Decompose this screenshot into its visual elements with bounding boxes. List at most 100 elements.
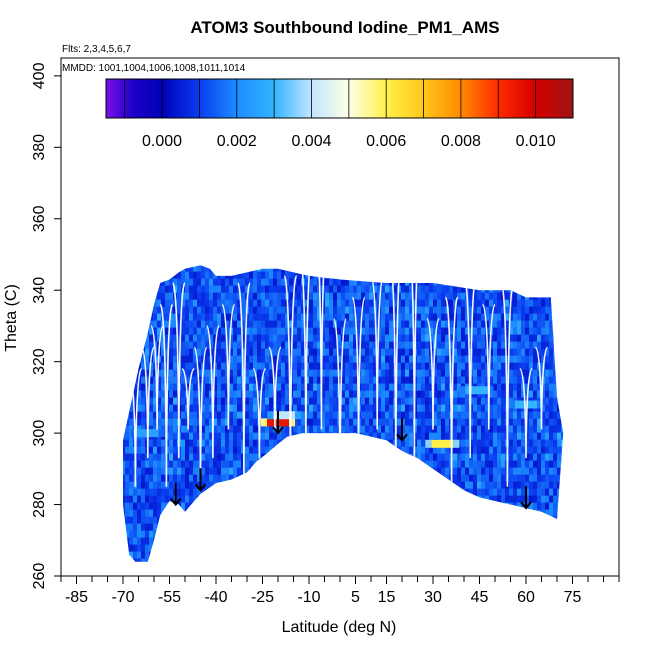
heatmap-cell — [141, 341, 146, 350]
heatmap-cell — [457, 327, 462, 336]
heatmap-cell — [309, 411, 314, 420]
heatmap-cell — [81, 496, 86, 504]
heatmap-cell — [461, 439, 466, 448]
heatmap-cell — [249, 285, 254, 294]
heatmap-cell — [117, 356, 122, 364]
heatmap-cell — [93, 377, 98, 385]
heatmap-cell — [325, 278, 330, 287]
heatmap-cell — [409, 376, 414, 385]
heatmap-cell — [241, 271, 246, 280]
heatmap-cell — [345, 306, 350, 315]
heatmap-cell — [153, 516, 158, 525]
heatmap-cell — [365, 418, 370, 427]
heatmap-cell — [213, 481, 218, 490]
heatmap-cell — [89, 391, 94, 399]
heatmap-cell — [189, 383, 194, 392]
heatmap-cell — [441, 258, 446, 266]
heatmap-cell — [209, 439, 214, 448]
heatmap-cell — [153, 265, 158, 273]
heatmap-cell — [401, 397, 406, 406]
heatmap-cell — [317, 251, 322, 259]
heatmap-cell — [421, 376, 426, 385]
heatmap-cell — [225, 467, 230, 476]
heatmap-cell — [145, 251, 150, 259]
heatmap-cell — [197, 278, 202, 287]
heatmap-cell — [165, 551, 170, 560]
heatmap-cell — [345, 362, 350, 371]
heatmap-cell — [297, 237, 302, 245]
heatmap-cell — [169, 278, 174, 287]
heatmap-cell — [369, 334, 374, 343]
heatmap-cell — [425, 551, 430, 560]
heatmap-cell — [281, 446, 286, 455]
heatmap-cell — [353, 474, 358, 483]
heatmap-cell — [205, 411, 210, 420]
heatmap-cell — [125, 390, 130, 399]
heatmap-cell — [101, 363, 106, 371]
heatmap-cell — [125, 432, 130, 441]
heatmap-cell — [325, 320, 330, 329]
heatmap-cell — [369, 244, 374, 252]
heatmap-cell — [373, 502, 378, 511]
heatmap-cell — [397, 544, 402, 553]
heatmap-cell — [97, 468, 102, 476]
heatmap-cell — [437, 278, 442, 287]
heatmap-cell — [213, 313, 218, 322]
heatmap-cell — [61, 517, 66, 525]
heatmap-cell — [453, 502, 458, 511]
heatmap-cell — [205, 362, 210, 371]
heatmap-cell — [269, 306, 274, 315]
heatmap-cell — [329, 390, 334, 399]
heatmap-cell — [397, 362, 402, 371]
heatmap-cell — [337, 467, 342, 476]
heatmap-cell — [277, 292, 282, 301]
heatmap-cell — [441, 558, 446, 562]
heatmap-cell — [369, 432, 374, 441]
heatmap-cell — [61, 447, 66, 455]
heatmap-cell — [473, 299, 478, 308]
heatmap-cell — [313, 566, 318, 574]
heatmap-cell — [453, 425, 458, 434]
heatmap-cell — [321, 432, 326, 441]
heatmap-cell — [425, 418, 430, 427]
heatmap-cell — [205, 418, 210, 427]
heatmap-cell — [123, 369, 126, 378]
heatmap-cell — [77, 370, 82, 378]
heatmap-cell — [305, 425, 310, 434]
heatmap-cell — [233, 481, 238, 490]
heatmap-cell — [285, 460, 290, 469]
heatmap-cell — [265, 278, 270, 287]
heatmap-cell — [469, 432, 474, 441]
heatmap-cell — [269, 383, 274, 392]
heatmap-cell — [265, 404, 270, 413]
heatmap-cell — [381, 271, 386, 280]
heatmap-cell — [341, 299, 346, 308]
heatmap-cell — [173, 376, 178, 385]
heatmap-cell — [217, 502, 222, 511]
heatmap-cell — [301, 446, 306, 455]
heatmap-cell — [149, 474, 154, 483]
heatmap-cell — [381, 292, 386, 301]
heatmap-cell — [145, 341, 150, 350]
heatmap-cell — [297, 558, 302, 562]
heatmap-cell — [265, 502, 270, 511]
heatmap-cell — [113, 566, 118, 574]
heatmap-cell — [249, 432, 254, 441]
heatmap-cell — [101, 398, 106, 406]
heatmap-cell — [249, 404, 254, 413]
heatmap-cell — [449, 251, 454, 259]
heatmap-cell — [441, 376, 446, 385]
heatmap-cell — [365, 299, 370, 308]
heatmap-cell — [233, 334, 238, 343]
heatmap-cell — [113, 293, 118, 301]
heatmap-cell — [365, 320, 370, 329]
heatmap-cell — [337, 495, 342, 504]
heatmap-cell — [437, 355, 442, 364]
heatmap-cell — [149, 439, 154, 448]
heatmap-cell — [441, 390, 446, 399]
heatmap-cell — [253, 439, 258, 448]
heatmap-cell — [77, 475, 82, 483]
heatmap-cell — [417, 320, 422, 329]
heatmap-cell — [309, 566, 314, 574]
heatmap-cell — [141, 439, 146, 448]
